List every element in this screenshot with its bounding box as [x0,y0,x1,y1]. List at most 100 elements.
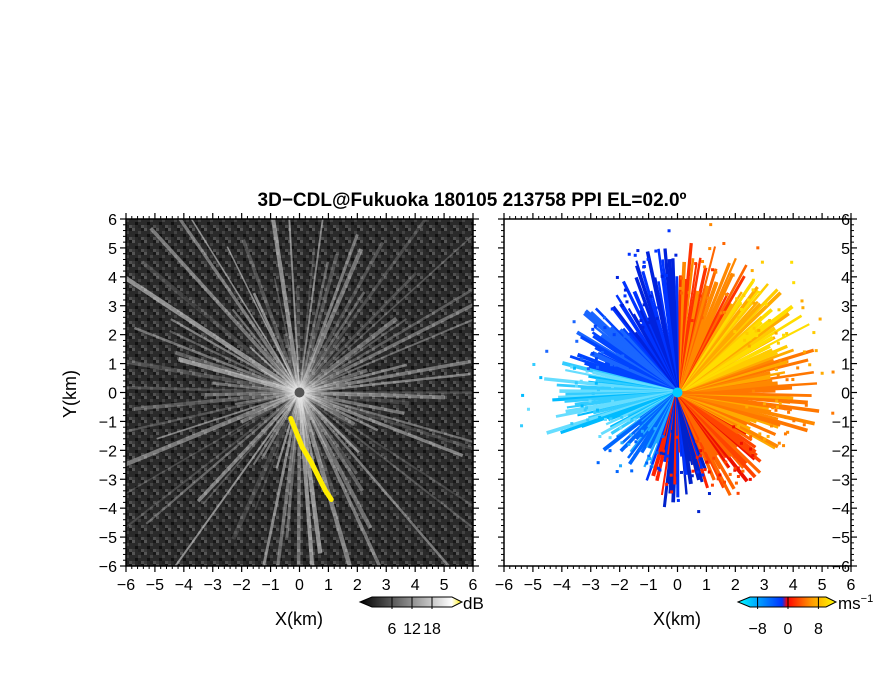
y-tick-label-inner: −1 [832,414,850,431]
backscatter-ray [298,391,360,454]
velocity-speckle [729,274,733,278]
velocity-speckle [700,316,704,320]
backscatter-ray [133,390,300,411]
x-tick-label: 1 [324,577,333,594]
backscatter-ray [298,391,379,432]
velocity-speckle [760,260,764,264]
velocity-speckle [596,365,600,369]
x-tick-label: −3 [582,577,600,594]
backscatter-ray [299,363,408,394]
backscatter-ray [298,241,385,394]
db-colorbar: 6 12 18 dB [358,594,484,638]
backscatter-ray [283,333,302,393]
velocity-speckle [690,319,694,323]
backscatter-ray [196,391,301,503]
velocity-speckle [708,247,712,251]
velocity-speckle [575,339,579,343]
velocity-speckle [647,454,651,458]
backscatter-ray [231,308,301,394]
y-tick-label: −3 [99,472,117,489]
backscatter-ray [299,391,473,443]
backscatter-ray [170,318,301,394]
backscatter-ray [169,329,300,394]
velocity-speckle [739,441,743,445]
velocity-speckle [609,417,613,421]
velocity-speckle [620,415,624,419]
velocity-speckle [642,303,646,307]
backscatter-ray [260,391,301,460]
velocity-ray [677,391,812,397]
velocity-speckle [661,449,665,453]
velocity-speckle [751,389,755,393]
velocity-speckle [627,442,631,446]
velocity-speckle [719,296,723,300]
x-tick-label: −4 [175,577,193,594]
velocity-speckle [712,456,716,460]
y-tick-label-inner: 2 [841,328,850,345]
velocity-speckle [670,429,674,433]
backscatter-ray [298,392,316,468]
velocity-speckle [736,474,740,478]
backscatter-ray [126,385,300,394]
velocity-speckle [736,466,740,470]
velocity-speckle [774,408,778,412]
velocity-speckle [820,371,824,375]
velocity-colorbar-bar [736,596,838,608]
velocity-speckle [633,453,637,457]
velocity-speckle [594,381,598,385]
velocity-speckle [804,403,808,407]
velocity-speckle [801,306,805,310]
backscatter-ray [297,392,315,566]
velocity-speckle [757,328,761,332]
velocity-speckle [598,435,602,439]
velocity-speckle [642,260,646,264]
velocity-speckle [776,341,780,345]
backscatter-ray [298,391,359,475]
x-tick-label: 0 [673,577,682,594]
backscatter-ray [298,336,346,394]
backscatter-ray [273,277,301,393]
velocity-speckle [701,260,705,264]
velocity-speckle [699,439,703,443]
velocity-speckle [710,483,714,487]
backscatter-ray [298,390,464,458]
y-tick-label-inner: −6 [832,559,850,576]
backscatter-ray [140,260,301,395]
velocity-speckle [831,370,835,374]
velocity-speckle [620,441,624,445]
backscatter-ray [177,357,301,395]
backscatter-ray [270,219,302,393]
velocity-speckle [695,455,699,459]
backscatter-ray [126,390,301,467]
velocity-speckle [656,466,660,470]
db-colorbar-unit: dB [463,594,484,613]
velocity-speckle [591,351,595,355]
velocity-speckle [791,378,795,382]
backscatter-ray [298,390,473,451]
velocity-speckle [664,273,668,277]
backscatter-ray [297,392,323,554]
backscatter-ray [299,390,405,415]
velocity-colorbar: −8 0 8 ms−1 [736,593,873,638]
velocity-colorbar-unit: ms−1 [838,593,873,613]
x-tick-label: −1 [261,577,279,594]
velocity-speckle [608,436,612,440]
velocity-speckle [583,408,587,412]
velocity-speckle [724,293,728,297]
velocity-speckle [786,430,790,434]
velocity-speckle [680,470,684,474]
y-tick-label-inner: 0 [841,386,850,403]
velocity-speckle [699,454,703,458]
backscatter-ray [298,219,324,393]
velocity-speckle [532,362,536,366]
velocity-speckle [696,470,700,474]
backscatter-ray [298,303,473,395]
backscatter-ray [298,391,364,492]
velocity-speckle [596,388,600,392]
velocity-speckle [708,468,712,472]
velocity-speckle [802,423,806,427]
velocity-speckle [722,480,726,484]
velocity-speckle [718,473,722,477]
velocity-speckle [703,468,707,472]
velocity-speckle [752,301,756,305]
